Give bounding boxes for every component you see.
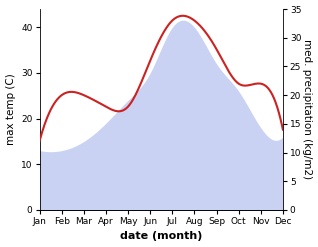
Y-axis label: max temp (C): max temp (C) [5,74,16,145]
Y-axis label: med. precipitation (kg/m2): med. precipitation (kg/m2) [302,40,313,180]
X-axis label: date (month): date (month) [120,231,203,242]
